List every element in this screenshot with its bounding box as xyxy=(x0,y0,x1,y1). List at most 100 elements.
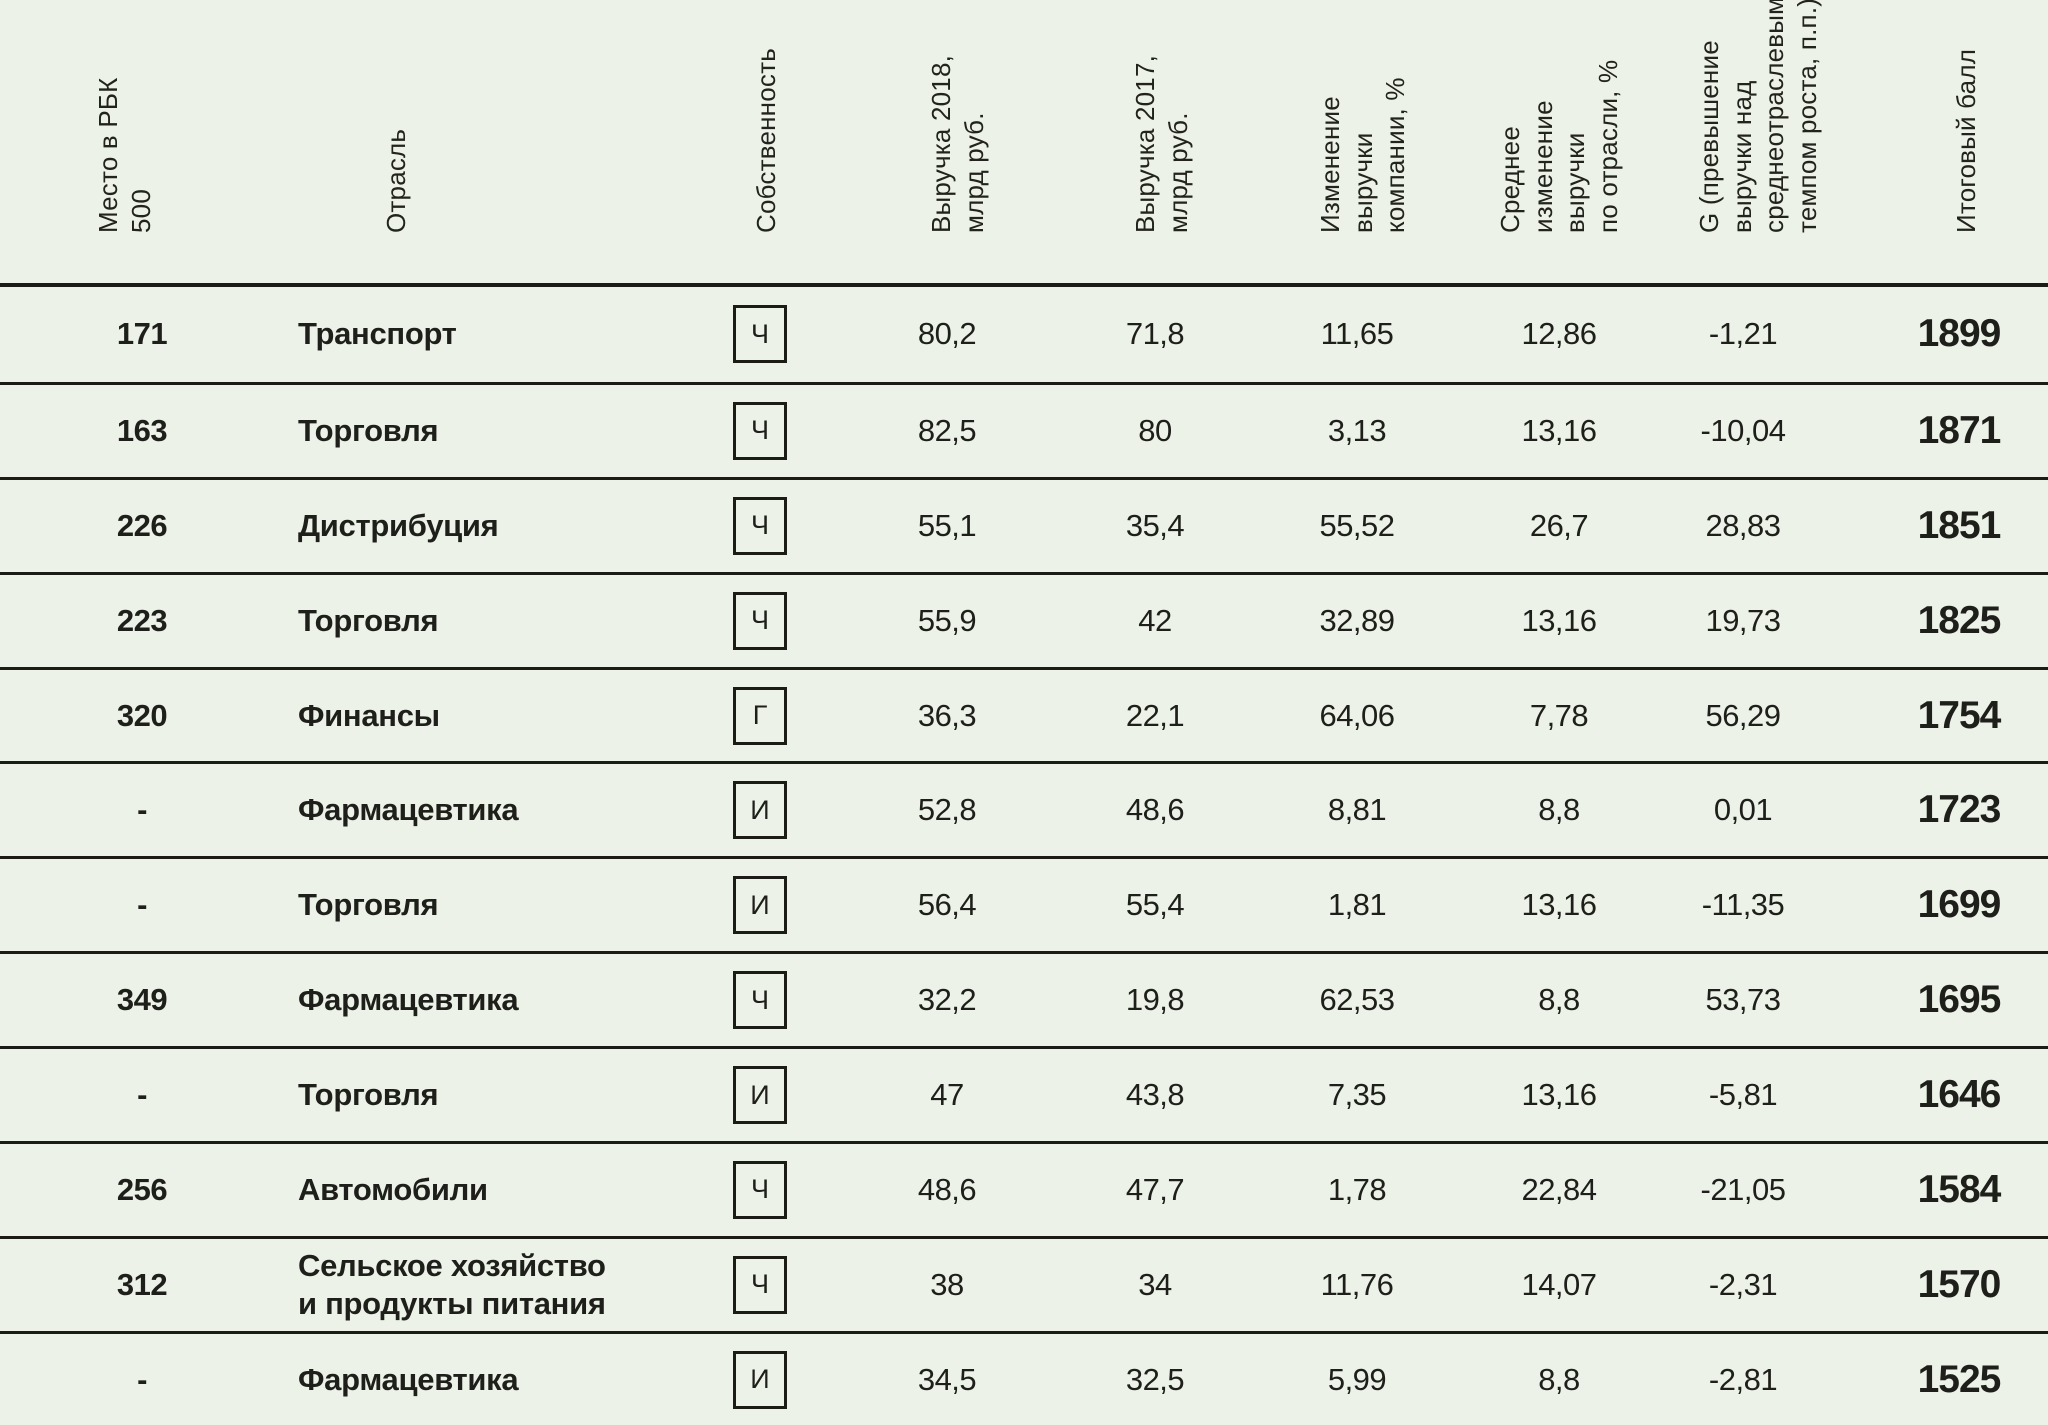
column-header-rev2018: Выручка 2018, млрд руб. xyxy=(926,54,989,233)
cell-company-revenue-change: 8,81 xyxy=(1327,792,1387,828)
table-row: 163 Торговля Ч 82,5 80 3,13 13,16 -10,04 1871 xyxy=(0,381,2048,477)
cell-total-score: 1899 xyxy=(1917,312,2002,356)
column-header-change: Изменение выручки компании, % xyxy=(1315,77,1410,233)
cell-revenue-2018: 34,5 xyxy=(917,1361,977,1397)
cell-g-value: -5,81 xyxy=(1708,1077,1778,1113)
cell-place: 223 xyxy=(116,602,168,638)
table-row: 349 Фармацевтика Ч 32,2 19,8 62,53 8,8 53,73 169… xyxy=(0,951,2048,1046)
cell-industry: Финансы xyxy=(298,697,440,733)
table-row: - Фармацевтика И 52,8 48,6 8,81 8,8 0,01 1723 xyxy=(0,761,2048,856)
table-body: 171 Транспорт Ч 80,2 71,8 11,65 12,86 -1,21 1899… xyxy=(0,283,2048,1425)
cell-industry-avg-change: 26,7 xyxy=(1529,507,1589,543)
cell-industry-avg-change: 13,16 xyxy=(1521,1077,1597,1113)
cell-industry: Торговля xyxy=(298,602,439,638)
table-row: 320 Финансы Г 36,3 22,1 64,06 7,78 56,29 1754 xyxy=(0,666,2048,762)
cell-place: 171 xyxy=(116,316,168,352)
cell-revenue-2017: 34 xyxy=(1138,1266,1172,1302)
cell-revenue-2017: 80 xyxy=(1138,412,1172,448)
cell-total-score: 1570 xyxy=(1917,1262,2002,1306)
cell-industry: Торговля xyxy=(298,887,439,923)
cell-revenue-2018: 52,8 xyxy=(917,792,977,828)
column-header-place: Место в РБК 500 xyxy=(93,77,156,234)
cell-total-score: 1825 xyxy=(1917,598,2002,642)
cell-industry: Автомобили xyxy=(298,1171,488,1207)
table-row: - Торговля И 47 43,8 7,35 13,16 -5,81 1646 xyxy=(0,1046,2048,1141)
cell-industry-avg-change: 7,78 xyxy=(1529,697,1589,733)
cell-company-revenue-change: 1,78 xyxy=(1327,1171,1387,1207)
ownership-badge: И xyxy=(733,876,787,935)
table-row: 226 Дистрибуция Ч 55,1 35,4 55,52 26,7 28,83 185… xyxy=(0,476,2048,572)
table-row: - Торговля И 56,4 55,4 1,81 13,16 -11,35 1699 xyxy=(0,856,2048,951)
ownership-badge: Ч xyxy=(733,591,787,650)
cell-place: 256 xyxy=(116,1171,168,1207)
cell-place: 163 xyxy=(116,412,168,448)
cell-g-value: -10,04 xyxy=(1700,412,1786,448)
cell-revenue-2018: 55,1 xyxy=(917,507,977,543)
column-header-ownership: Собственность xyxy=(751,48,781,233)
cell-place: 312 xyxy=(116,1266,168,1302)
cell-g-value: -11,35 xyxy=(1701,887,1785,923)
cell-revenue-2018: 38 xyxy=(930,1266,964,1302)
ownership-badge: Ч xyxy=(733,971,787,1030)
cell-company-revenue-change: 3,13 xyxy=(1327,412,1387,448)
column-header-industry_avg: Среднее изменение выручки по отрасли, % xyxy=(1495,59,1623,233)
cell-g-value: 28,83 xyxy=(1705,507,1781,543)
cell-revenue-2018: 36,3 xyxy=(917,697,977,733)
cell-industry-avg-change: 12,86 xyxy=(1521,316,1597,352)
cell-industry: Фармацевтика xyxy=(298,792,519,828)
cell-industry-avg-change: 13,16 xyxy=(1521,602,1597,638)
cell-revenue-2018: 55,9 xyxy=(917,602,977,638)
cell-company-revenue-change: 1,81 xyxy=(1327,887,1387,923)
cell-place: - xyxy=(137,1361,147,1397)
cell-industry: Дистрибуция xyxy=(298,507,499,543)
cell-revenue-2018: 82,5 xyxy=(917,412,977,448)
cell-g-value: 19,73 xyxy=(1705,602,1781,638)
cell-revenue-2017: 47,7 xyxy=(1125,1171,1185,1207)
cell-total-score: 1871 xyxy=(1917,408,2002,452)
cell-g-value: 0,01 xyxy=(1713,792,1773,828)
cell-revenue-2017: 22,1 xyxy=(1125,697,1185,733)
cell-place: 320 xyxy=(116,697,168,733)
table-row: 223 Торговля Ч 55,9 42 32,89 13,16 19,73 1825 xyxy=(0,571,2048,667)
ownership-badge: И xyxy=(733,1350,787,1409)
cell-revenue-2017: 32,5 xyxy=(1125,1361,1185,1397)
cell-total-score: 1695 xyxy=(1917,978,2002,1022)
cell-place: 226 xyxy=(116,507,168,543)
ownership-badge: Ч xyxy=(733,401,787,460)
cell-company-revenue-change: 7,35 xyxy=(1327,1077,1387,1113)
cell-industry: Фармацевтика xyxy=(298,1361,519,1397)
ownership-badge: И xyxy=(733,781,787,840)
cell-total-score: 1723 xyxy=(1917,788,2002,832)
cell-place: - xyxy=(137,887,147,923)
table-row: 171 Транспорт Ч 80,2 71,8 11,65 12,86 -1,21 1899 xyxy=(0,287,2048,382)
cell-industry: Фармацевтика xyxy=(298,982,519,1018)
table-row: 256 Автомобили Ч 48,6 47,7 1,78 22,84 -21,05 158… xyxy=(0,1141,2048,1236)
cell-revenue-2018: 56,4 xyxy=(917,887,977,923)
column-header-score: Итоговый балл xyxy=(1951,48,1981,233)
cell-revenue-2017: 43,8 xyxy=(1125,1077,1185,1113)
ownership-badge: И xyxy=(733,1066,787,1125)
cell-g-value: -21,05 xyxy=(1700,1171,1786,1207)
cell-industry: Сельское хозяйство и продукты питания xyxy=(298,1247,606,1321)
cell-g-value: 53,73 xyxy=(1705,982,1781,1018)
cell-company-revenue-change: 55,52 xyxy=(1319,507,1395,543)
ownership-badge: Ч xyxy=(733,496,787,555)
cell-revenue-2017: 19,8 xyxy=(1125,982,1185,1018)
cell-industry: Торговля xyxy=(298,412,439,448)
cell-company-revenue-change: 11,76 xyxy=(1320,1266,1394,1302)
cell-g-value: -2,81 xyxy=(1708,1361,1778,1397)
cell-company-revenue-change: 62,53 xyxy=(1319,982,1395,1018)
cell-company-revenue-change: 64,06 xyxy=(1319,697,1395,733)
cell-revenue-2018: 47 xyxy=(930,1077,964,1113)
ownership-badge: Ч xyxy=(733,1255,787,1314)
cell-total-score: 1699 xyxy=(1917,883,2002,927)
cell-industry-avg-change: 13,16 xyxy=(1521,412,1597,448)
cell-revenue-2017: 71,8 xyxy=(1125,316,1185,352)
column-header-industry: Отрасль xyxy=(381,128,411,233)
cell-revenue-2017: 48,6 xyxy=(1125,792,1185,828)
cell-total-score: 1646 xyxy=(1917,1073,2002,1117)
cell-total-score: 1754 xyxy=(1917,693,2002,737)
cell-industry-avg-change: 22,84 xyxy=(1521,1171,1597,1207)
cell-place: - xyxy=(137,1077,147,1113)
